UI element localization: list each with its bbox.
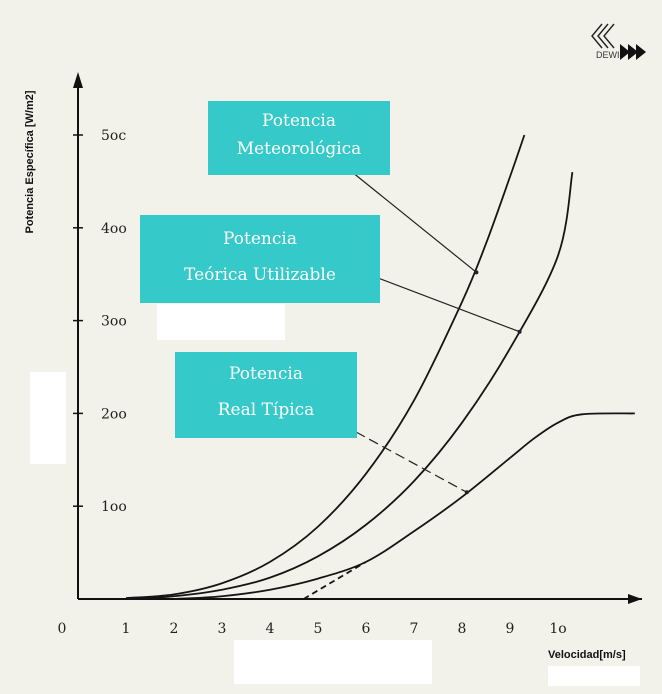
series-line-1: [125, 171, 574, 600]
callout-line: Potencia: [223, 229, 297, 249]
callout-line: Meteorológica: [236, 139, 362, 159]
x-tick-label: 5: [314, 621, 323, 637]
callout-line: Potencia: [229, 364, 303, 384]
callout-line: Potencia: [262, 111, 336, 131]
y-tick-label: 1oo: [101, 499, 127, 515]
series-line-2: [173, 412, 635, 600]
x-tick-label: 1o: [549, 621, 566, 637]
x-tick-label: 1: [122, 621, 131, 637]
annotation-leaders: [351, 171, 522, 495]
erased-label-patch: [234, 640, 432, 684]
y-tick-label: 5oc: [101, 128, 126, 144]
annotation-point-1: [517, 329, 522, 334]
x-tick-label: 7: [410, 621, 419, 637]
x-tick-label: 6: [362, 621, 371, 637]
annotation-leader-0: [351, 171, 477, 273]
annotation-leader-2: [355, 431, 468, 493]
x-tick-label: 3: [218, 621, 227, 637]
series-line-3: [303, 561, 367, 600]
erased-label-patch: [157, 304, 285, 340]
y-axis-label-text: Potencia Específica [W/m2]: [24, 90, 36, 234]
x-tick-label: 0: [58, 621, 67, 637]
erased-label-patch: [30, 372, 66, 464]
x-tick-label: 9: [506, 621, 515, 637]
annotation-point-2: [464, 490, 469, 495]
annotation-leader-1: [377, 277, 520, 333]
x-axis-arrow: [628, 594, 642, 604]
erased-label-patch: [548, 666, 640, 686]
y-tick-label: 4oo: [101, 221, 127, 237]
callout-potencia-meteorologica: Potencia Meteorológica: [208, 101, 390, 175]
x-tick-label: 4: [266, 621, 275, 637]
series-line-0: [125, 134, 526, 599]
tick-labels: 0 1 2 3 4 5 6 7 8 9 1o 1oo 2oo 3oo 4oo 5oc: [58, 128, 567, 637]
series-layer: [125, 134, 635, 600]
dewi-logo-text: DEWI: [596, 50, 620, 60]
y-tick-label: 3oo: [101, 314, 127, 330]
dewi-logo: [591, 23, 646, 60]
x-axis-label: Velocidad[m/s]: [548, 649, 626, 661]
callout-potencia-teorica-utilizable: Potencia Teórica Utilizable: [140, 215, 380, 303]
x-tick-label: 8: [458, 621, 467, 637]
callout-line: Real Típica: [217, 400, 315, 420]
callout-line: Teórica Utilizable: [184, 265, 336, 285]
y-axis-label: Potencia Específica [W/m2]: [18, 72, 42, 252]
y-tick-label: 2oo: [101, 406, 127, 422]
annotation-point-0: [474, 270, 479, 275]
callout-potencia-real-tipica: Potencia Real Típica: [175, 352, 357, 438]
x-tick-label: 2: [170, 621, 179, 637]
axes: [73, 72, 642, 604]
y-axis-arrow: [73, 72, 83, 88]
